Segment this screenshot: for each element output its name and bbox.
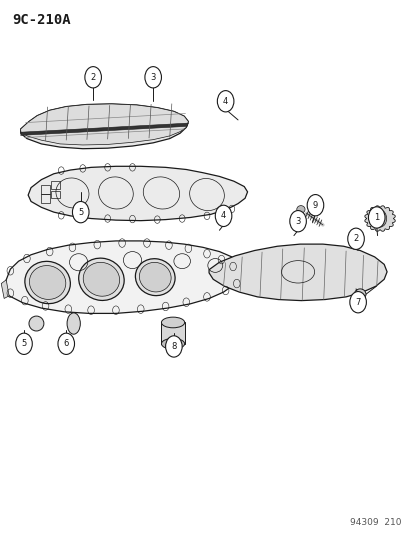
- Ellipse shape: [29, 316, 44, 331]
- Text: 7: 7: [355, 298, 360, 306]
- Circle shape: [368, 207, 384, 228]
- Circle shape: [145, 67, 161, 88]
- Ellipse shape: [139, 262, 171, 292]
- Text: 4: 4: [223, 97, 228, 106]
- Text: 5: 5: [78, 208, 83, 216]
- Text: 94309  210: 94309 210: [349, 518, 401, 527]
- Text: 5: 5: [21, 340, 26, 348]
- Text: 6: 6: [64, 340, 69, 348]
- Ellipse shape: [83, 262, 119, 296]
- FancyBboxPatch shape: [161, 322, 184, 344]
- Circle shape: [347, 228, 363, 249]
- Ellipse shape: [135, 259, 175, 296]
- Ellipse shape: [354, 289, 365, 300]
- Text: 9C-210A: 9C-210A: [12, 13, 71, 27]
- Ellipse shape: [161, 317, 184, 328]
- Circle shape: [289, 211, 306, 232]
- Polygon shape: [21, 104, 188, 149]
- Text: 3: 3: [295, 217, 300, 225]
- Circle shape: [85, 67, 101, 88]
- Ellipse shape: [161, 338, 184, 349]
- Polygon shape: [1, 280, 9, 298]
- Text: 3: 3: [150, 73, 155, 82]
- Circle shape: [165, 336, 182, 357]
- Ellipse shape: [67, 313, 80, 334]
- Polygon shape: [28, 166, 247, 221]
- Ellipse shape: [25, 261, 70, 304]
- Polygon shape: [209, 244, 386, 301]
- Polygon shape: [4, 241, 242, 313]
- Polygon shape: [21, 123, 188, 135]
- Polygon shape: [21, 104, 188, 145]
- Circle shape: [16, 333, 32, 354]
- Circle shape: [373, 210, 386, 227]
- Circle shape: [349, 292, 366, 313]
- Text: 1: 1: [373, 213, 378, 222]
- Circle shape: [72, 201, 89, 223]
- Polygon shape: [364, 206, 394, 231]
- Text: 4: 4: [221, 212, 225, 220]
- Text: 2: 2: [90, 73, 95, 82]
- Text: 2: 2: [353, 235, 358, 243]
- Circle shape: [58, 333, 74, 354]
- Text: 9: 9: [312, 201, 317, 209]
- Ellipse shape: [296, 206, 304, 213]
- Ellipse shape: [78, 258, 124, 301]
- Text: 8: 8: [171, 342, 176, 351]
- Circle shape: [306, 195, 323, 216]
- Ellipse shape: [29, 265, 66, 300]
- Circle shape: [215, 205, 231, 227]
- Circle shape: [217, 91, 233, 112]
